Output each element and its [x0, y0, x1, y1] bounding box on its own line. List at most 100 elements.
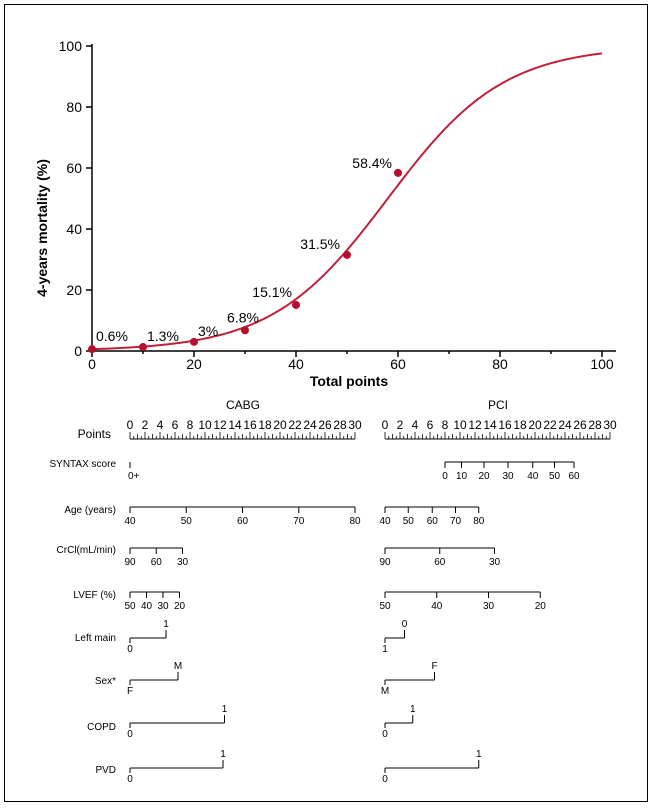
y-tick-label: 40	[66, 221, 82, 237]
nomogram-panel-cabg: 0 2 4 6 8 10 12 14 16 18 20 22 24 26 28 300+40 50 60 70 809…	[124, 418, 362, 785]
points-ruler-label: 14	[228, 418, 242, 432]
points-ruler-label: 24	[558, 418, 572, 432]
scale-label: 50	[124, 601, 136, 612]
scale-label: 40	[141, 601, 153, 612]
row-label-copd: COPD	[87, 722, 116, 733]
row-label-left-main: Left main	[75, 633, 116, 644]
step-label-from: 1	[382, 644, 388, 655]
scale-label: 90	[124, 557, 136, 568]
data-point	[343, 250, 351, 259]
scale-label: 20	[478, 471, 490, 482]
points-ruler-label: 26	[573, 418, 587, 432]
row-label-sex: Sex*	[95, 676, 116, 687]
data-point	[88, 345, 96, 354]
points-ruler-label: 4	[412, 418, 419, 432]
step-label-from: 0	[127, 644, 133, 655]
points-ruler-label: 2	[397, 418, 404, 432]
points-ruler-label: 30	[348, 418, 362, 432]
x-tick-label: 100	[590, 356, 614, 372]
step-label-to: 1	[222, 704, 228, 715]
plot-axes	[91, 44, 616, 352]
row-label-age: Age (years)	[64, 505, 116, 516]
step-label-to: 1	[220, 749, 226, 760]
plot-points: 0.6% 1.3% 3% 6.8% 15.1% 31.5% 58.4%	[88, 155, 402, 354]
points-ruler-label: 26	[318, 418, 332, 432]
x-axis-label: Total points	[310, 373, 388, 389]
points-ruler-label: 8	[442, 418, 449, 432]
scale-label: 40	[527, 471, 539, 482]
plot-ticks: 0 20 40 60 80 100 0 20 40 60 80 100	[59, 38, 614, 372]
data-label: 6.8%	[227, 309, 259, 325]
scale-label: 60	[151, 557, 163, 568]
points-ruler-label: 4	[157, 418, 164, 432]
panel-title-cabg: CABG	[226, 398, 260, 412]
scale-label: 60	[568, 471, 580, 482]
scale-label: 70	[293, 516, 305, 527]
points-ruler-label: 16	[498, 418, 512, 432]
step-label-to: 0	[402, 619, 408, 630]
step-label-to: 1	[410, 704, 416, 715]
points-ruler-label: 28	[588, 418, 602, 432]
nomogram: CABG PCI Points SYNTAX score Age (years)…	[50, 398, 617, 785]
step-label-to: 1	[163, 619, 169, 630]
scale-label: 40	[379, 516, 391, 527]
data-point	[241, 326, 249, 335]
step-label-from: 0	[382, 774, 388, 785]
points-ruler-label: 8	[187, 418, 194, 432]
scale-label: 10	[456, 471, 468, 482]
scale-label: 20	[174, 601, 186, 612]
points-ruler-label: 20	[273, 418, 287, 432]
scale-label: 30	[483, 601, 495, 612]
figure-frame	[4, 4, 648, 802]
step-label-to: M	[174, 661, 182, 672]
points-ruler-label: 6	[172, 418, 179, 432]
x-tick-label: 0	[88, 356, 96, 372]
scale-label: 30	[502, 471, 514, 482]
nomogram-panel-pci: 0 2 4 6 8 10 12 14 16 18 20 22 24 26 28 300 10 20 30 40 50 60…	[379, 418, 617, 785]
row-label-syntax: SYNTAX score	[50, 459, 117, 470]
step-label-from: 0	[382, 729, 388, 740]
row-label-pvd: PVD	[95, 765, 116, 776]
points-ruler-label: 20	[528, 418, 542, 432]
scale-label: 60	[427, 516, 439, 527]
scale-label: 40	[124, 516, 136, 527]
scale-label: 30	[489, 557, 501, 568]
data-point	[292, 300, 300, 309]
nomogram-scales: 0 2 4 6 8 10 12 14 16 18 20 22 24 26 28 300+40 50 60 70 809…	[124, 418, 617, 785]
x-tick-label: 40	[288, 356, 304, 372]
row-label-crcl: CrCl(mL/min)	[57, 545, 116, 556]
data-point	[190, 337, 198, 346]
points-ruler-label: 2	[142, 418, 149, 432]
step-label-from: 0	[127, 729, 133, 740]
y-tick-label: 100	[59, 38, 83, 54]
panel-title-pci: PCI	[488, 398, 508, 412]
scale-label: 50	[549, 471, 561, 482]
step-label-from: M	[381, 686, 389, 697]
scale-label: 60	[434, 557, 446, 568]
points-ruler-label: 16	[243, 418, 257, 432]
scale-label: 60	[237, 516, 249, 527]
y-tick-label: 20	[66, 282, 82, 298]
points-ruler-label: 10	[198, 418, 212, 432]
points-ruler-label: 22	[543, 418, 557, 432]
mortality-curve-plot: 0 20 40 60 80 100 0 20 40 60 80 100 0.6% 1.3% 3% 6.8% 1…	[34, 38, 616, 389]
scale-label: 50	[181, 516, 193, 527]
data-label: 15.1%	[252, 284, 292, 300]
points-ruler-label: 30	[603, 418, 617, 432]
step-label-from: 0	[127, 774, 133, 785]
step-label-to: 1	[476, 749, 482, 760]
row-label-lvef: LVEF (%)	[73, 590, 116, 601]
points-ruler-label: 18	[258, 418, 272, 432]
scale-label: 80	[473, 516, 485, 527]
row-label-points: Points	[78, 427, 111, 441]
x-tick-label: 20	[186, 356, 202, 372]
scale-label: 50	[379, 601, 391, 612]
scale-label: 0+	[128, 471, 140, 482]
points-ruler-label: 10	[453, 418, 467, 432]
data-point	[394, 168, 402, 177]
data-label: 1.3%	[147, 328, 179, 344]
scale-label: 50	[403, 516, 415, 527]
points-ruler-label: 24	[303, 418, 317, 432]
scale-label: 80	[349, 516, 361, 527]
